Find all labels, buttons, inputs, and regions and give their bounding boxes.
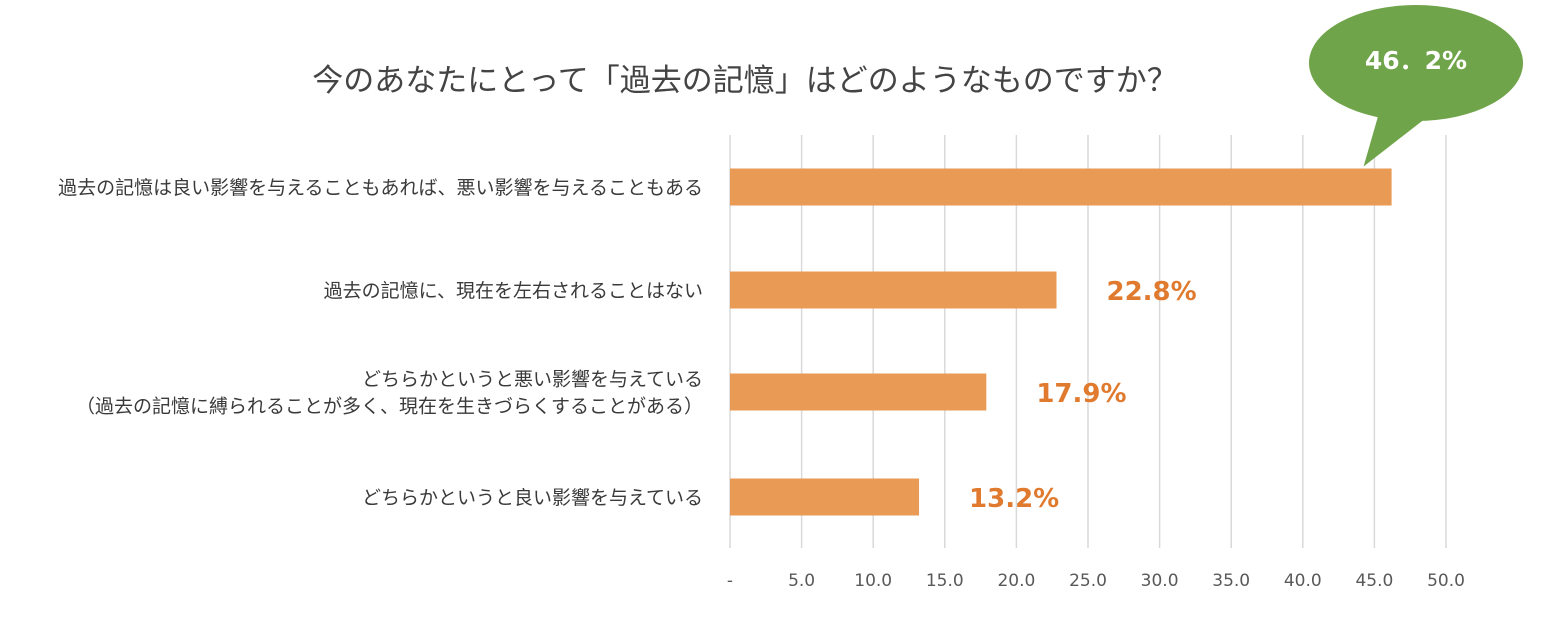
tick-label: 25.0 — [1069, 571, 1107, 591]
tick-label: 40.0 — [1284, 571, 1322, 591]
tick-label: 30.0 — [1141, 571, 1179, 591]
category-label: どちらかというと良い影響を与えている — [362, 487, 703, 509]
tick-label: 20.0 — [997, 571, 1035, 591]
x-axis-ticks: - 5.0 10.0 15.0 20.0 25.0 30.0 35.0 40.0 45.0 50.0 — [727, 571, 1465, 591]
tick-label: - — [727, 571, 733, 591]
tick-label: 35.0 — [1212, 571, 1250, 591]
category-labels: 過去の記憶は良い影響を与えることもあれば、悪い影響を与えることもある過去の記憶に… — [58, 177, 703, 509]
bar — [730, 373, 987, 411]
category-label: 過去の記憶は良い影響を与えることもあれば、悪い影響を与えることもある — [58, 177, 703, 199]
chart-title: 今のあなたにとって「過去の記憶」はどのようなものですか？ — [312, 63, 1178, 99]
data-label: 13.2% — [969, 484, 1059, 514]
tick-label: 5.0 — [788, 571, 815, 591]
category-label: どちらかというと悪い影響を与えている — [362, 369, 703, 391]
bar — [730, 271, 1057, 309]
bar — [730, 168, 1392, 206]
data-label: 22.8% — [1106, 277, 1196, 307]
category-label: （過去の記憶に縛られることが多く、現在を生きづらくすることがある） — [76, 396, 703, 418]
bars — [730, 168, 1392, 516]
tick-label: 15.0 — [926, 571, 964, 591]
category-label: 過去の記憶に、現在を左右されることはない — [324, 280, 703, 302]
tick-label: 45.0 — [1355, 571, 1393, 591]
tick-label: 10.0 — [854, 571, 892, 591]
data-label: 17.9% — [1036, 379, 1126, 409]
bar — [730, 478, 920, 516]
callout-bubble — [1309, 5, 1523, 121]
tick-label: 50.0 — [1427, 571, 1465, 591]
data-labels: 46．2% 22.8% 17.9% 13.2% — [969, 5, 1523, 514]
callout-pointer — [1363, 106, 1426, 167]
data-label: 46．2% — [1365, 46, 1467, 75]
